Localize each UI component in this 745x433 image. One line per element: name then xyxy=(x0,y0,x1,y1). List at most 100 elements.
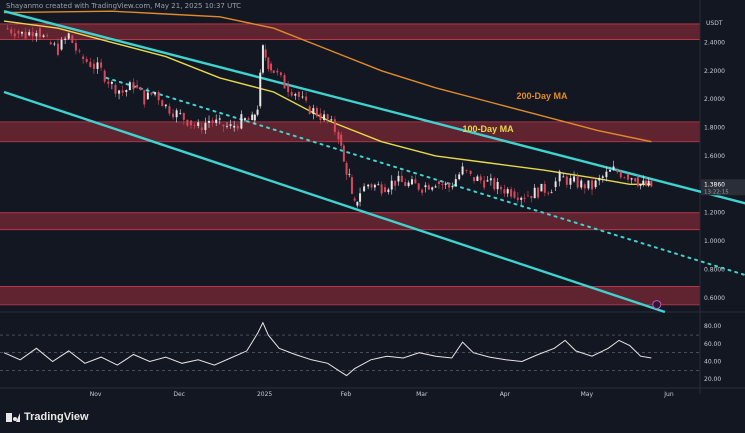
candle-up xyxy=(348,173,351,175)
candle-down xyxy=(74,43,77,51)
candle-up xyxy=(573,176,576,182)
candle-up xyxy=(601,176,604,178)
currency-label: USDT xyxy=(706,20,723,27)
candle-up xyxy=(204,122,207,131)
candle-down xyxy=(139,87,142,91)
candle-up xyxy=(639,184,642,186)
candle-down xyxy=(121,90,124,93)
candle-down xyxy=(576,176,579,188)
candle-up xyxy=(558,171,561,182)
candle-down xyxy=(13,33,16,37)
tradingview-branding[interactable]: TradingView xyxy=(6,410,89,424)
candle-down xyxy=(182,112,185,120)
candle-down xyxy=(345,163,348,175)
grid xyxy=(0,0,745,394)
candle-down xyxy=(634,178,637,182)
candle-up xyxy=(476,176,479,182)
candle-up xyxy=(486,180,489,182)
candle-up xyxy=(540,183,543,192)
candle-up xyxy=(647,180,650,186)
annotations: 200-Day MA 100-Day MA xyxy=(463,91,568,134)
countdown-label: 13:22:15 xyxy=(704,189,729,195)
candle-up xyxy=(60,39,63,50)
candle-down xyxy=(46,35,49,37)
candle-down xyxy=(547,192,550,194)
time-tick-label: Apr xyxy=(500,391,511,398)
time-tick-label: Dec xyxy=(173,391,185,398)
candle-up xyxy=(218,118,221,120)
candle-down xyxy=(342,145,345,162)
candle-up xyxy=(434,186,437,188)
candle-up xyxy=(533,187,536,199)
candle-up xyxy=(373,184,376,188)
rsi-line xyxy=(3,321,652,377)
candle-up xyxy=(179,112,182,114)
candle-up xyxy=(96,62,99,69)
brand-name: TradingView xyxy=(24,411,89,423)
rsi-tick-label: 40.00 xyxy=(704,359,721,366)
candle-up xyxy=(330,119,333,121)
candle-down xyxy=(49,42,52,45)
chart-caption: Shayanmo created with TradingView.com, M… xyxy=(6,2,241,10)
candle-down xyxy=(85,58,88,62)
candle-down xyxy=(623,177,626,179)
candle-down xyxy=(56,43,59,55)
candle-down xyxy=(283,75,286,89)
candle-down xyxy=(193,125,196,127)
candle-down xyxy=(326,114,329,120)
rsi-tick-label: 60.00 xyxy=(704,341,721,348)
candle-down xyxy=(38,28,41,37)
candle-down xyxy=(24,31,27,39)
price-tick-label: 1.6000 xyxy=(704,153,725,160)
candle-up xyxy=(256,109,259,115)
price-tick-label: 0.6000 xyxy=(704,295,725,302)
candle-down xyxy=(157,92,160,101)
candle-up xyxy=(605,171,608,178)
candle-up xyxy=(397,175,400,182)
candle-up xyxy=(154,92,157,95)
candle-up xyxy=(598,177,601,181)
candle-down xyxy=(537,187,540,198)
candle-down xyxy=(279,72,282,76)
candle-down xyxy=(211,120,214,123)
candle-down xyxy=(276,70,279,73)
candle-up xyxy=(454,179,457,186)
candle-down xyxy=(636,177,639,186)
candle-up xyxy=(233,125,236,128)
candle-down xyxy=(437,181,440,184)
candle-up xyxy=(520,197,523,200)
candle-up xyxy=(42,35,45,37)
candle-down xyxy=(264,49,267,58)
candle-down xyxy=(143,90,146,105)
candle-up xyxy=(259,72,262,107)
candle-down xyxy=(644,180,647,186)
candle-up xyxy=(35,33,38,37)
candle-down xyxy=(380,184,383,194)
time-tick-label: Jun xyxy=(663,391,674,398)
candle-down xyxy=(172,113,175,118)
candle-down xyxy=(516,197,519,200)
candle-down xyxy=(370,184,373,188)
candle-down xyxy=(200,127,203,131)
candle-up xyxy=(569,178,572,185)
candle-down xyxy=(465,170,468,171)
candle-down xyxy=(333,119,336,132)
candle-up xyxy=(594,180,597,188)
alert-icon xyxy=(652,300,662,310)
price-tick-label: 2.0000 xyxy=(704,96,725,103)
candles xyxy=(6,25,653,208)
candle-up xyxy=(20,31,23,34)
candle-up xyxy=(118,90,121,94)
zone-band xyxy=(0,121,700,142)
candle-down xyxy=(100,62,103,68)
candle-up xyxy=(243,118,246,121)
candle-down xyxy=(308,106,311,114)
candle-down xyxy=(150,92,153,95)
candle-up xyxy=(407,182,410,187)
candle-down xyxy=(427,185,430,190)
price-tick-label: 1.2000 xyxy=(704,210,725,217)
time-tick-label: May xyxy=(581,391,594,398)
candle-up xyxy=(612,166,615,171)
candle-down xyxy=(82,56,85,59)
